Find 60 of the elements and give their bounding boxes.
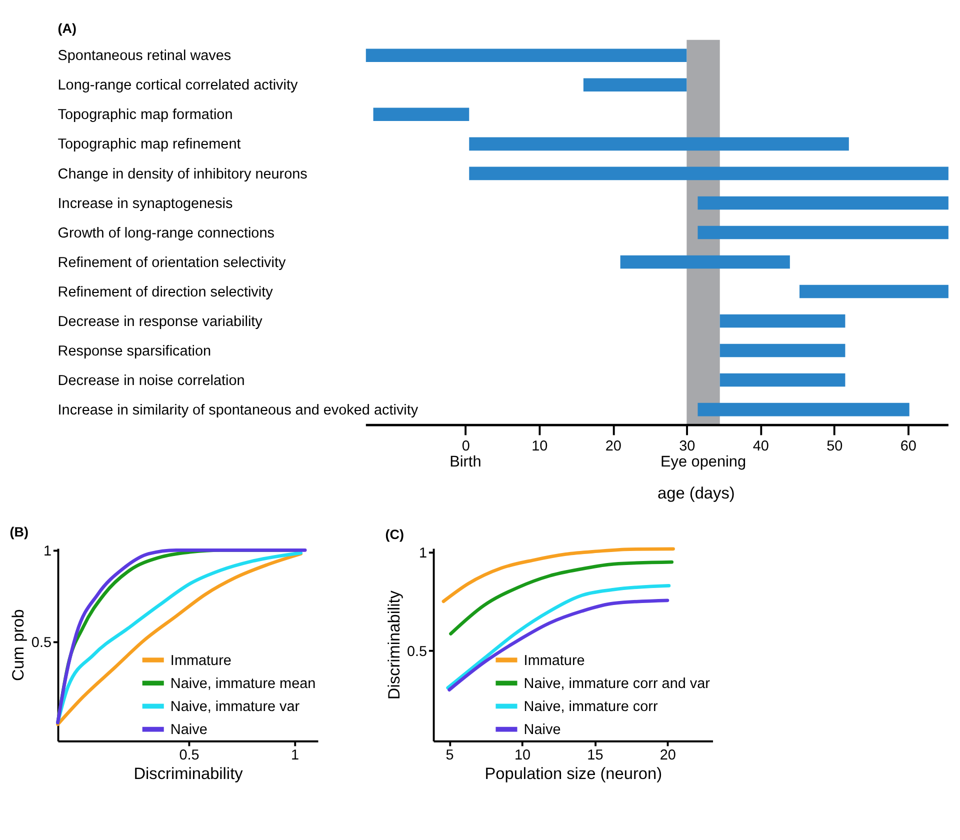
x-tick-label: 0.5 [179,748,200,764]
x-tick-label: 0 [462,438,470,455]
y-tick-label: 0.5 [406,644,428,660]
x-tick-label: 5 [446,748,454,764]
chart-title: (B) [10,524,28,540]
y-tick-label: Decrease in response variability [58,314,264,330]
bar [698,402,910,416]
bar [469,166,948,180]
legend-label: Naive, immature corr and var [524,676,710,692]
bar [366,48,687,62]
text: (A) [58,21,76,36]
y-tick-label: Topographic map formation [58,107,233,124]
bar [698,196,948,210]
y-tick-label: Response sparsification [58,343,212,360]
bar [583,78,687,92]
y-tick-label: Topographic map refinement [58,136,241,153]
x-tick-label: 15 [587,748,604,764]
y-tick-label: 1 [419,546,428,562]
legend-label: Naive, immature var [170,699,300,716]
x-axis-title: age (days) [658,484,735,503]
x-tick-label: 10 [514,748,531,764]
legend-label: Naive [524,722,561,738]
bar [720,373,846,387]
bar [373,108,470,122]
bar [720,314,846,328]
y-tick-label: Increase in synaptogenesis [58,196,233,212]
y-tick-label: Growth of long-range connections [58,225,274,242]
legend-label: Naive [170,722,208,738]
legend-label: Immature [170,652,232,669]
line-series [449,560,674,636]
y-tick-label: Change in density of inhibitory neurons [58,166,308,182]
x-axis-title: Discriminability [134,764,244,783]
y-tick-label: Decrease in noise correlation [58,372,245,389]
y-tick-label: Spontaneous retinal waves [58,48,232,64]
legend-label: Naive, immature corr [524,699,658,716]
y-tick-label: Refinement of direction selectivity [58,284,274,300]
x-tick-label: 30 [679,438,696,455]
text: Eye opening [660,453,746,470]
y-tick-label: Refinement of orientation selectivity [58,254,286,271]
x-tick-label: 10 [532,438,548,455]
x-tick-label: 20 [660,748,676,764]
bar [620,255,790,269]
x-tick-label: 60 [900,438,916,455]
x-tick-label: 40 [752,438,769,455]
y-axis-title: Discriminability [385,590,404,700]
x-tick-label: 50 [826,438,843,455]
y-tick-label: Increase in similarity of spontaneous and evoked activity [58,402,419,418]
bar [720,344,846,358]
legend-label: Immature [524,652,585,669]
bar [799,284,948,298]
line-series [442,547,675,604]
x-tick-label: 20 [605,438,622,455]
chart-title: (C) [385,526,404,542]
bar [698,226,948,240]
text: Birth [450,453,482,470]
y-axis-title: Cum prob [10,609,28,681]
legend-label: Naive, immature mean [170,676,316,692]
y-tick-label: Long-range cortical correlated activity [58,78,298,94]
bar [469,137,849,151]
x-axis-title: Population size (neuron) [484,764,662,783]
